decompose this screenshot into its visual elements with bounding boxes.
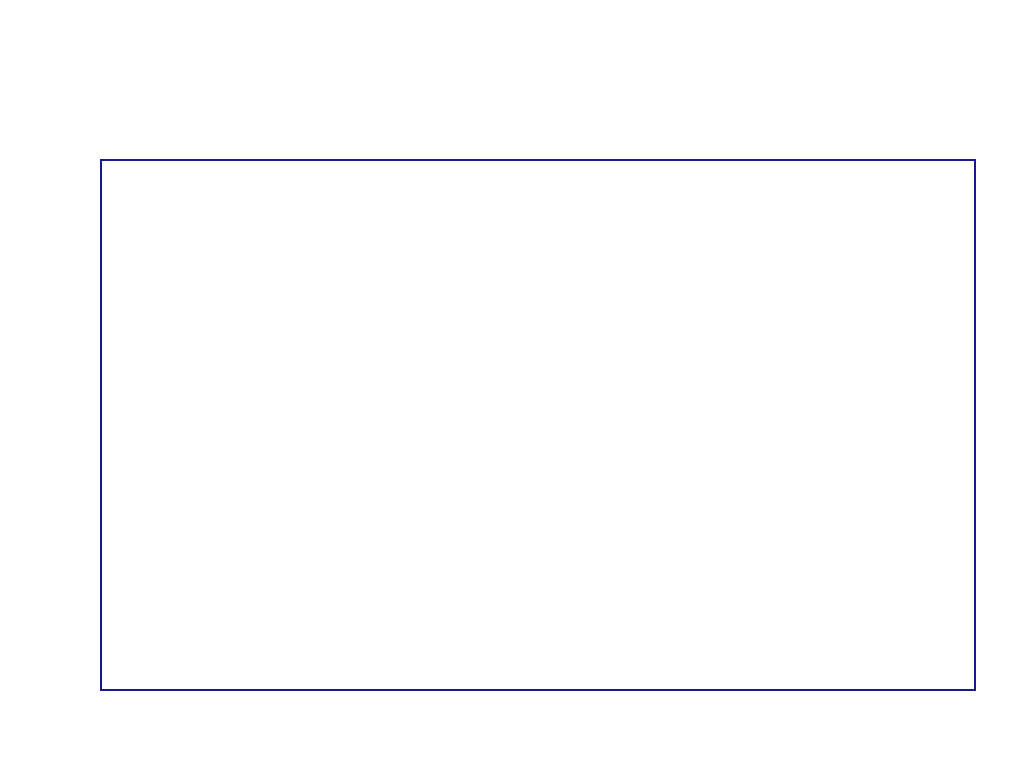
plot-area	[101, 160, 975, 690]
plot-data-canvas	[101, 160, 975, 690]
